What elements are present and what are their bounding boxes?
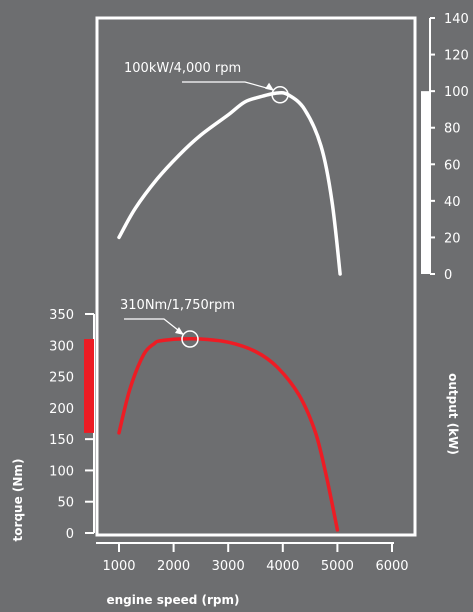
plot-frame <box>95 16 417 537</box>
y-left-tick-label: 100 <box>49 464 74 479</box>
torque-range-band <box>84 339 94 433</box>
x-tick-label: 5000 <box>321 559 354 574</box>
annotation-leader-1 <box>124 318 184 335</box>
annotation-arrowhead-0 <box>265 82 275 91</box>
output-range-band <box>421 91 430 275</box>
output-curve <box>117 90 342 276</box>
y-axis-right-title: output (kW) <box>446 373 460 455</box>
torque-curve <box>117 336 340 532</box>
y-left-tick-label: 0 <box>66 527 74 542</box>
y-left-tick-label: 350 <box>49 308 74 323</box>
x-tick-label: 3000 <box>212 559 245 574</box>
y-axis-left-title: torque (Nm) <box>11 459 25 542</box>
y-right-tick-label: 60 <box>444 158 461 173</box>
y-right-tick-label: 0 <box>444 268 452 283</box>
annotation-arrowhead-1 <box>174 327 184 336</box>
y-right-tick-label: 100 <box>444 85 469 100</box>
x-tick-label: 1000 <box>102 559 135 574</box>
x-tick-label: 6000 <box>375 559 408 574</box>
y-right-tick-label: 20 <box>444 231 461 246</box>
y-right-tick-label: 120 <box>444 49 469 64</box>
y-right-tick-label: 40 <box>444 195 461 210</box>
y-left-tick-label: 150 <box>49 433 74 448</box>
y-left-tick-label: 250 <box>49 371 74 386</box>
y-right-tick-label: 80 <box>444 122 461 137</box>
x-tick-label: 2000 <box>157 559 190 574</box>
peak-marker-0 <box>271 86 289 104</box>
peak-marker-1 <box>181 330 199 348</box>
y-left-tick-label: 200 <box>49 402 74 417</box>
y-left-tick-label: 50 <box>57 496 74 511</box>
y-left-tick-label: 300 <box>49 339 74 354</box>
annotation-label-1: 310Nm/1,750rpm <box>120 298 235 313</box>
annotation-leader-0 <box>182 81 274 91</box>
annotation-label-0: 100kW/4,000 rpm <box>124 61 241 76</box>
y-right-tick-label: 140 <box>444 12 469 27</box>
x-axis-title: engine speed (rpm) <box>106 593 239 607</box>
x-tick-label: 4000 <box>266 559 299 574</box>
